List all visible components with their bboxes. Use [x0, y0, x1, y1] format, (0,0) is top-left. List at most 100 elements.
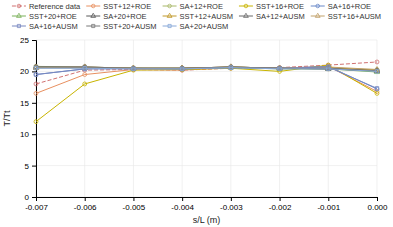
legend-marker	[17, 4, 21, 8]
series	[34, 65, 378, 90]
legend-swatch	[163, 16, 177, 17]
y-tick-mark	[32, 166, 36, 167]
legend-marker	[168, 24, 171, 27]
series	[34, 64, 379, 71]
legend-entry: SA+16+AUSM	[12, 22, 78, 31]
legend-label: SA+20+ROE	[103, 12, 146, 21]
series-marker	[132, 67, 135, 70]
x-tick: -0.006	[74, 197, 97, 212]
series-line	[36, 66, 377, 93]
y-tick-mark	[32, 103, 36, 104]
legend-swatch	[86, 6, 100, 7]
legend-swatch	[86, 16, 100, 17]
legend-marker	[167, 13, 172, 17]
y-tick-label: 10	[20, 130, 29, 139]
series-marker	[83, 67, 86, 70]
x-tick-label: -0.002	[269, 203, 292, 212]
series	[34, 63, 379, 123]
legend-entry: SA+20+ROE	[86, 12, 146, 21]
y-axis: 0510152025	[20, 36, 36, 202]
series-line	[36, 68, 377, 72]
grid-line	[36, 134, 377, 135]
series	[34, 66, 378, 73]
legend-entry: SA+12+AUSM	[239, 12, 305, 21]
series-marker	[34, 120, 38, 124]
series	[33, 64, 379, 71]
legend-entry: SST+12+AUSM	[163, 12, 233, 21]
legend-marker	[316, 4, 320, 8]
y-tick-mark	[32, 197, 36, 198]
legend-swatch	[12, 16, 26, 17]
series-line	[36, 67, 377, 88]
grid-line	[182, 40, 183, 197]
y-tick: 25	[20, 36, 36, 45]
x-tick-mark	[182, 197, 183, 201]
x-tick-mark	[328, 197, 329, 201]
x-axis: -0.007-0.006-0.005-0.004-0.003-0.002-0.0…	[25, 197, 388, 212]
legend-entry: SST+20+AUSM	[86, 22, 156, 31]
legend-swatch	[12, 6, 26, 7]
grid-line	[133, 40, 134, 197]
x-tick-label: -0.004	[171, 203, 194, 212]
y-tick-label: 0	[25, 193, 30, 202]
y-tick: 5	[25, 162, 36, 171]
chart: Reference data SST+12+ROE SA+12+ROE SST+16+…	[0, 0, 393, 227]
legend-swatch	[311, 16, 325, 17]
x-tick-label: -0.003	[220, 203, 243, 212]
series	[34, 60, 379, 86]
x-tick-label: -0.006	[74, 203, 97, 212]
legend-swatch	[239, 6, 253, 7]
series-marker	[278, 67, 281, 70]
series-marker	[375, 60, 379, 64]
series-marker	[278, 67, 281, 70]
legend-entry: SST+16+AUSM	[311, 12, 381, 21]
legend-label: SA+16+AUSM	[29, 22, 78, 31]
y-tick: 15	[20, 99, 36, 108]
legend-marker	[92, 24, 95, 27]
legend-entry: SA+12+ROE	[163, 2, 223, 11]
legend-label: SST+16+AUSM	[328, 12, 381, 21]
series-marker	[375, 87, 379, 91]
legend-entry: Reference data	[12, 2, 81, 11]
legend-entry: SST+12+ROE	[86, 2, 151, 11]
x-tick-mark	[85, 197, 86, 201]
y-axis-title: T/Tt	[2, 110, 12, 126]
series-marker	[83, 73, 87, 77]
x-tick-mark	[133, 197, 134, 201]
legend-swatch	[239, 16, 253, 17]
legend-label: SA+20+AUSM	[180, 22, 229, 31]
x-tick-mark	[377, 197, 378, 201]
x-tick: -0.005	[123, 197, 146, 212]
legend-label: SST+20+AUSM	[103, 22, 156, 31]
series-marker	[34, 82, 38, 86]
x-tick-label: 0.000	[367, 203, 388, 212]
series-line	[36, 65, 377, 122]
series-marker	[375, 69, 378, 72]
legend-marker	[17, 24, 20, 27]
x-tick-label: -0.005	[123, 203, 146, 212]
series	[33, 65, 379, 74]
series-marker	[374, 68, 379, 73]
legend-label: SA+12+ROE	[180, 2, 223, 11]
legend-swatch	[163, 26, 177, 27]
legend-marker	[244, 4, 248, 8]
series	[33, 64, 379, 72]
grid-line	[36, 102, 377, 103]
legend-label: SA+16+ROE	[328, 2, 371, 11]
series-marker	[180, 67, 183, 70]
legend-marker	[168, 4, 172, 8]
series	[34, 64, 379, 91]
legend-marker	[91, 4, 95, 8]
grid-line	[279, 40, 280, 197]
y-tick-label: 5	[25, 162, 30, 171]
grid-line	[36, 40, 377, 41]
series-marker	[180, 67, 183, 70]
legend-swatch	[163, 6, 177, 7]
series	[33, 64, 379, 72]
legend-marker	[315, 13, 320, 17]
legend-entry: SA+20+AUSM	[163, 22, 229, 31]
legend-marker	[17, 13, 22, 17]
x-axis-line	[37, 198, 378, 202]
series-marker	[375, 70, 378, 73]
legend-swatch	[311, 6, 325, 7]
